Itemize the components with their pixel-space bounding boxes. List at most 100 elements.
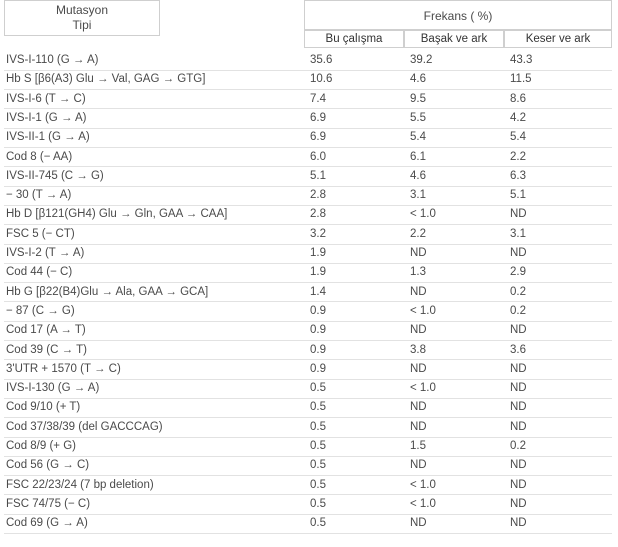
- frequency-value: 7.4: [310, 92, 326, 105]
- frequency-value: 2.8: [310, 189, 326, 202]
- frequency-value: 0.5: [310, 517, 326, 530]
- frequency-value: 0.5: [310, 382, 326, 395]
- row-separator: [4, 359, 612, 361]
- row-separator: [4, 417, 612, 419]
- freq-header: Frekans ( %): [304, 0, 612, 30]
- row-separator: [4, 147, 612, 148]
- frequency-value: ND: [510, 324, 527, 337]
- mutation-name: IVS-I-130 (G → A): [6, 382, 100, 395]
- mutation-name: Hb G [β22(B4)Glu → Ala, GAA → GCA]: [6, 285, 209, 298]
- frequency-value: 10.6: [310, 73, 333, 86]
- row-separator: [4, 340, 612, 341]
- frequency-value: 5.5: [410, 111, 426, 124]
- mutation-name: FSC 5 (− CT): [6, 227, 75, 240]
- frequency-value: ND: [410, 362, 427, 375]
- row-separator: [4, 224, 612, 226]
- frequency-value: 6.9: [310, 111, 326, 124]
- row-separator: [4, 127, 612, 129]
- mutation-name: FSC 22/23/24 (7 bp deletion): [6, 478, 154, 491]
- frequency-value: 3.8: [410, 343, 426, 356]
- frequency-value: < 1.0: [410, 497, 436, 510]
- frequency-value: 5.4: [410, 131, 426, 144]
- frequency-value: 6.9: [310, 131, 326, 144]
- frequency-value: 3.6: [510, 343, 526, 356]
- frequency-value: ND: [510, 247, 527, 259]
- mutation-name: IVS-II-745 (C → G): [6, 169, 104, 182]
- frequency-value: < 1.0: [410, 208, 436, 221]
- frequency-value: 1.4: [310, 285, 326, 298]
- frequency-value: 6.1: [410, 150, 426, 163]
- row-separator: [4, 243, 612, 245]
- frequency-value: 0.2: [510, 304, 526, 317]
- row-separator: [4, 108, 612, 110]
- frequency-value: 0.5: [310, 440, 326, 452]
- frequency-value: 4.6: [410, 73, 426, 86]
- column-header: Bu çalışma: [304, 30, 404, 48]
- row-separator: [4, 262, 612, 264]
- frequency-value: 5.1: [310, 169, 326, 182]
- frequency-value: 9.5: [410, 92, 426, 105]
- frequency-value: 3.1: [410, 189, 426, 202]
- frequency-value: ND: [510, 459, 527, 472]
- frequency-value: ND: [410, 459, 427, 472]
- row-separator: [4, 455, 612, 457]
- mutation-name: Cod 17 (A → T): [6, 324, 86, 337]
- frequency-value: 1.5: [410, 440, 426, 452]
- mutation-name: Cod 8 (− AA): [6, 150, 73, 163]
- mutation-name: Cod 9/10 (+ T): [6, 401, 81, 414]
- mutation-name: IVS-I-1 (G → A): [6, 111, 87, 124]
- frequency-value: ND: [410, 420, 427, 433]
- row-separator: [4, 378, 612, 380]
- row-separator: [4, 282, 612, 284]
- row-separator: [4, 204, 612, 206]
- mutation-name: IVS-I-2 (T → A): [6, 247, 85, 259]
- frequency-value: 1.3: [410, 266, 426, 279]
- row-separator: [4, 185, 612, 187]
- frequency-value: ND: [510, 208, 527, 221]
- row-separator: [4, 89, 612, 91]
- mutation-name: IVS-I-110 (G → A): [6, 54, 99, 66]
- frequency-value: ND: [410, 517, 427, 530]
- frequency-value: ND: [410, 285, 427, 298]
- frequency-value: 35.6: [310, 54, 333, 66]
- frequency-value: 2.2: [510, 150, 526, 163]
- frequency-value: 0.5: [310, 401, 326, 414]
- row-separator: [4, 533, 612, 534]
- frequency-value: 1.9: [310, 266, 326, 279]
- frequency-value: 6.0: [310, 150, 326, 163]
- row-separator: [4, 166, 612, 168]
- mutation-name: Cod 37/38/39 (del GACCCAG): [6, 420, 163, 433]
- frequency-value: 8.6: [510, 92, 526, 105]
- row-separator: [4, 320, 612, 322]
- frequency-value: ND: [510, 517, 527, 530]
- mutation-name: Hb D [β121(GH4) Glu → Gln, GAA → CAA]: [6, 208, 228, 221]
- frequency-value: 3.1: [510, 227, 526, 240]
- frequency-value: 43.3: [510, 54, 533, 66]
- frequency-value: 0.5: [310, 497, 326, 510]
- frequency-value: ND: [510, 382, 527, 395]
- frequency-value: 2.9: [510, 266, 526, 279]
- mutation-name: Cod 44 (− C): [6, 266, 73, 279]
- column-header: Keser ve ark: [504, 30, 612, 48]
- frequency-value: 4.6: [410, 169, 426, 182]
- frequency-value: 3.2: [310, 227, 326, 240]
- frequency-value: ND: [510, 362, 527, 375]
- frequency-value: 0.5: [310, 459, 326, 472]
- mutation-name: Cod 8/9 (+ G): [6, 440, 76, 452]
- row-separator: [4, 397, 612, 399]
- mutation-name: FSC 74/75 (− C): [6, 497, 91, 510]
- frequency-value: ND: [410, 324, 427, 337]
- type-header: Mutasyon Tipi: [4, 0, 160, 36]
- frequency-value: 6.3: [510, 169, 526, 182]
- column-header: Başak ve ark: [404, 30, 504, 48]
- frequency-value: 2.2: [410, 227, 426, 240]
- row-separator: [4, 436, 612, 438]
- mutation-name: Cod 69 (G → A): [6, 517, 88, 530]
- frequency-value: 0.9: [310, 343, 326, 356]
- frequency-value: ND: [510, 420, 527, 433]
- frequency-value: 1.9: [310, 247, 326, 259]
- mutation-name: Cod 39 (C → T): [6, 343, 87, 356]
- frequency-value: < 1.0: [410, 478, 436, 491]
- frequency-value: 2.8: [310, 208, 326, 221]
